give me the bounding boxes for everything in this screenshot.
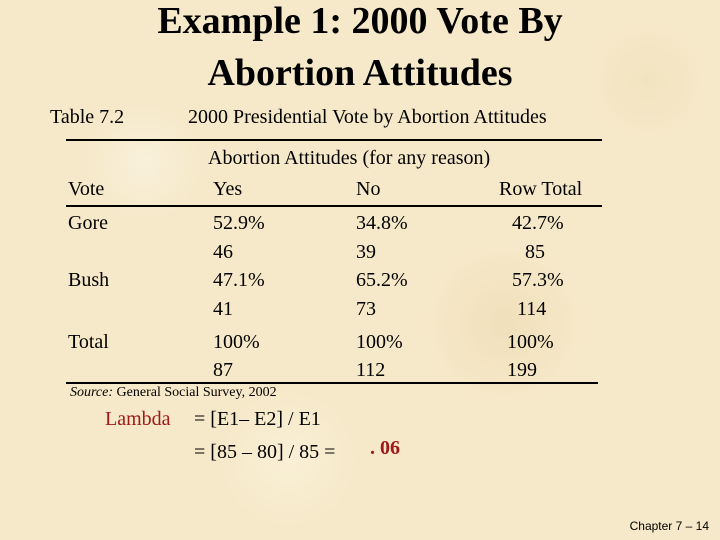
row-label: Gore [68,212,108,234]
cell-yes-n: 46 [213,241,233,263]
cell-total-pct: 57.3% [512,269,564,291]
cell-yes-n: 41 [213,298,233,320]
table-label: Table 7.2 [50,106,125,128]
cell-total-n: 199 [507,359,537,381]
lambda-formula-line-2: = [85 – 80] / 85 = [194,441,336,463]
cell-total-pct: 100% [507,331,554,353]
row-label: Total [68,331,109,353]
cell-no-pct: 34.8% [356,212,408,234]
slide-title-line-1: Example 1: 2000 Vote By [157,0,563,42]
lambda-label: Lambda [105,408,171,430]
header-vote: Vote [68,178,105,200]
header-rule [66,205,602,207]
source-text: General Social Survey, 2002 [116,385,277,400]
header-no: No [356,178,381,200]
cell-no-n: 39 [356,241,376,263]
slide-title-line-2: Abortion Attitudes [207,52,513,94]
source-note: Source: General Social Survey, 2002 [70,385,277,401]
cell-no-n: 73 [356,298,376,320]
slide-footer: Chapter 7 – 14 [629,519,709,533]
row-label: Bush [68,269,110,291]
lambda-formula-line-1: = [E1– E2] / E1 [194,408,321,430]
table-caption: 2000 Presidential Vote by Abortion Attit… [188,106,547,128]
source-label: Source: [70,385,114,400]
cell-total-n: 85 [525,241,545,263]
header-row-total: Row Total [499,178,583,200]
table-bottom-rule [66,382,598,384]
cell-yes-n: 87 [213,359,233,381]
cell-yes-pct: 52.9% [213,212,265,234]
table-top-rule [66,139,602,141]
cell-total-n: 114 [517,298,547,320]
cell-yes-pct: 100% [213,331,260,353]
lambda-result: . 06 [370,437,400,459]
header-yes: Yes [213,178,243,200]
cell-no-n: 112 [356,359,386,381]
cell-total-pct: 42.7% [512,212,564,234]
spanner-header: Abortion Attitudes (for any reason) [208,147,491,169]
cell-yes-pct: 47.1% [213,269,265,291]
cell-no-pct: 100% [356,331,403,353]
cell-no-pct: 65.2% [356,269,408,291]
